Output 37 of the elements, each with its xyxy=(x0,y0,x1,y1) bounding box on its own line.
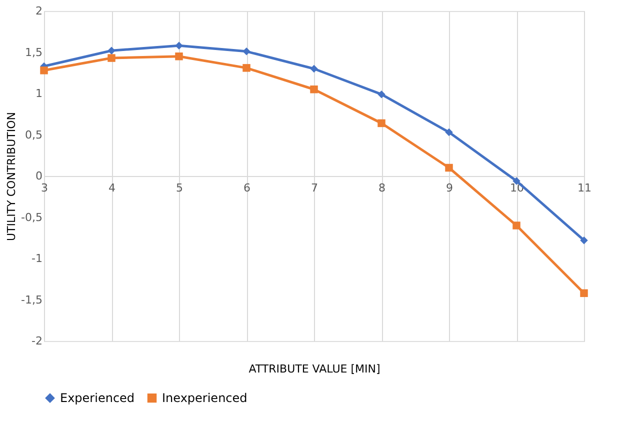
x-tick-label: 5 xyxy=(176,182,183,194)
y-tick-label: 2 xyxy=(36,4,42,18)
point xyxy=(445,128,453,136)
point xyxy=(175,42,183,50)
point xyxy=(580,236,588,244)
point xyxy=(40,66,48,74)
point xyxy=(512,222,520,230)
y-axis-title: UTILITY CONTRIBUTION xyxy=(5,112,18,241)
y-tick-label: -2 xyxy=(32,334,42,348)
x-tick-label: 4 xyxy=(108,182,116,194)
y-tick-label: -1 xyxy=(32,252,42,265)
y-tick-label: -0,5 xyxy=(21,210,42,224)
legend-label: Inexperienced xyxy=(162,391,248,406)
point xyxy=(378,119,386,128)
point xyxy=(378,90,386,98)
point xyxy=(108,46,116,54)
point xyxy=(175,52,183,60)
x-tick-label: 9 xyxy=(446,182,453,194)
point xyxy=(445,164,453,172)
point xyxy=(242,64,250,72)
y-tick-label: 1 xyxy=(36,87,42,100)
y-tick-label: 1,5 xyxy=(25,46,42,59)
y-tick-label: -1,5 xyxy=(21,293,42,306)
legend-label: Experienced xyxy=(60,391,135,406)
x-tick-label: 7 xyxy=(311,182,318,194)
y-tick-label: 0,5 xyxy=(25,128,42,142)
point xyxy=(242,48,250,56)
point xyxy=(310,86,318,94)
x-tick-label: 6 xyxy=(244,182,250,194)
point xyxy=(108,54,116,62)
x-tick-label: 8 xyxy=(378,182,386,194)
point xyxy=(580,289,588,298)
point xyxy=(310,64,318,73)
y-tick-label: 0 xyxy=(36,170,42,182)
x-tick-label: 11 xyxy=(578,182,592,194)
x-tick-label: 3 xyxy=(41,182,48,194)
x-axis-title: ATTRIBUTE VALUE [MIN] xyxy=(248,362,380,376)
